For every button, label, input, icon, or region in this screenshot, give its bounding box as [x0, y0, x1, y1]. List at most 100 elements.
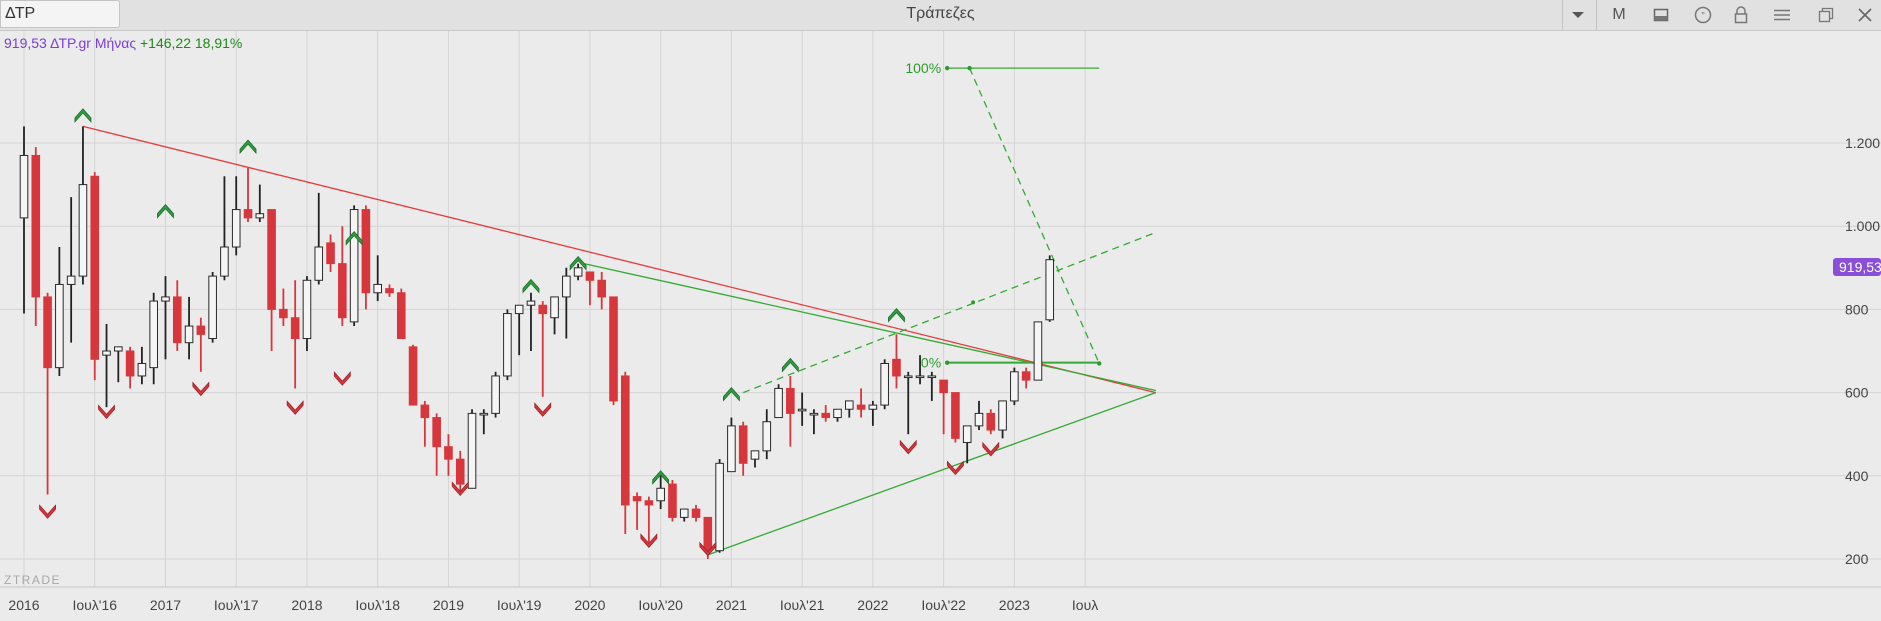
- candle: [974, 400, 984, 431]
- candle: [691, 504, 701, 522]
- fib-level-label: 100%: [905, 60, 941, 76]
- fractal-down-icon: [98, 404, 115, 420]
- candle-body: [1045, 259, 1055, 321]
- menu-icon[interactable]: [1769, 3, 1795, 27]
- candle-body: [609, 296, 618, 402]
- chart-type-icon[interactable]: [1648, 3, 1674, 27]
- candle: [986, 409, 996, 435]
- candle-body: [1010, 371, 1019, 402]
- fibonacci-retracement: 100% 0%: [905, 60, 1100, 371]
- candle-body: [326, 242, 335, 265]
- candle-body: [267, 209, 276, 310]
- fractal-up-icon: [888, 307, 905, 323]
- fractal-markers: [39, 108, 1000, 557]
- candle: [880, 359, 889, 410]
- price-tag-text: 919,53: [1839, 259, 1881, 275]
- symbol-input[interactable]: ΔΤΡ: [0, 0, 120, 28]
- candle: [1033, 321, 1043, 381]
- candle-body: [455, 458, 465, 485]
- candle-body: [679, 508, 689, 518]
- fractal-up-icon: [522, 278, 540, 294]
- price-tag-bg: [1833, 258, 1881, 276]
- candle-body: [903, 375, 913, 379]
- trendline-red: [82, 125, 1156, 394]
- candle: [208, 271, 217, 343]
- candle: [43, 292, 52, 495]
- fractal-up-icon: [569, 255, 587, 271]
- fractal-up-icon: [723, 386, 740, 402]
- lock-icon[interactable]: [1728, 3, 1754, 27]
- candle-body: [951, 392, 960, 439]
- restore-window-icon[interactable]: [1813, 3, 1839, 27]
- period-label: M: [1612, 6, 1626, 23]
- trendline-green: [968, 67, 1100, 364]
- x-tick-label: Ιουλ: [1072, 597, 1098, 613]
- candle: [762, 409, 772, 460]
- candle: [644, 496, 654, 543]
- candle: [114, 346, 123, 383]
- comment-icon[interactable]: ”: [1690, 3, 1716, 27]
- price-chart[interactable]: 100% 0% 200 400 600 800 1.000 1.200 2016 Ιουλ'1…: [0, 31, 1881, 621]
- candle: [396, 288, 406, 340]
- y-tick-label: 1.000: [1845, 218, 1880, 234]
- candle-body: [1021, 371, 1031, 381]
- candle-body: [31, 154, 41, 298]
- candle: [939, 379, 948, 435]
- trendline-green: [707, 391, 1157, 556]
- info-source: ΔΤΡ.gr Μήνας: [50, 35, 136, 51]
- candle: [868, 400, 878, 426]
- candle: [668, 479, 677, 522]
- candle-body: [420, 404, 430, 419]
- symbol-text: ΔΤΡ: [5, 5, 36, 22]
- candle: [373, 255, 382, 302]
- candle: [915, 355, 925, 385]
- candle: [962, 425, 972, 464]
- candle: [738, 421, 748, 476]
- candle-body: [90, 175, 100, 360]
- candle: [444, 434, 453, 476]
- candle-body: [503, 313, 512, 377]
- fractal-down-icon: [982, 441, 1000, 457]
- chevron-down-icon[interactable]: [1565, 3, 1591, 27]
- candle: [538, 301, 548, 397]
- period-button[interactable]: M: [1606, 3, 1632, 27]
- candle: [585, 271, 595, 306]
- candle-body: [797, 408, 807, 412]
- trend-anchor-point: [1097, 361, 1102, 366]
- candle-body: [255, 213, 265, 219]
- candle: [526, 292, 536, 351]
- candle: [184, 296, 194, 360]
- fractal-down-icon: [534, 402, 552, 417]
- candle: [927, 371, 937, 401]
- candle-body: [962, 425, 972, 444]
- candle-body: [114, 346, 123, 352]
- candle: [750, 450, 760, 468]
- candle: [573, 263, 583, 281]
- candle: [19, 126, 29, 314]
- candle-body: [868, 404, 878, 410]
- candle-body: [55, 283, 64, 369]
- candle: [326, 234, 335, 272]
- candle-body: [514, 304, 524, 315]
- candle-body: [632, 496, 642, 502]
- fractal-up-icon: [652, 470, 670, 485]
- candle: [279, 288, 288, 327]
- candle: [31, 147, 41, 327]
- candle-body: [856, 404, 866, 410]
- candle: [408, 344, 418, 406]
- candle: [137, 346, 147, 385]
- candle-body: [290, 317, 300, 340]
- candle-body: [644, 500, 654, 506]
- candle-body: [620, 375, 630, 506]
- candle-body: [915, 375, 925, 379]
- candle: [78, 126, 88, 285]
- candle: [951, 392, 960, 443]
- x-tick-label: Ιουλ'20: [638, 597, 683, 613]
- close-icon[interactable]: [1852, 3, 1878, 27]
- y-axis: 200 400 600 800 1.000 1.200: [1845, 135, 1880, 567]
- candle-body: [349, 209, 359, 323]
- candle: [491, 371, 500, 418]
- x-axis: 2016 Ιουλ'16 2017 Ιουλ'17 2018 Ιουλ'18 2019 Ιου…: [0, 586, 1881, 613]
- candle: [715, 459, 724, 553]
- fractal-down-icon: [333, 371, 351, 386]
